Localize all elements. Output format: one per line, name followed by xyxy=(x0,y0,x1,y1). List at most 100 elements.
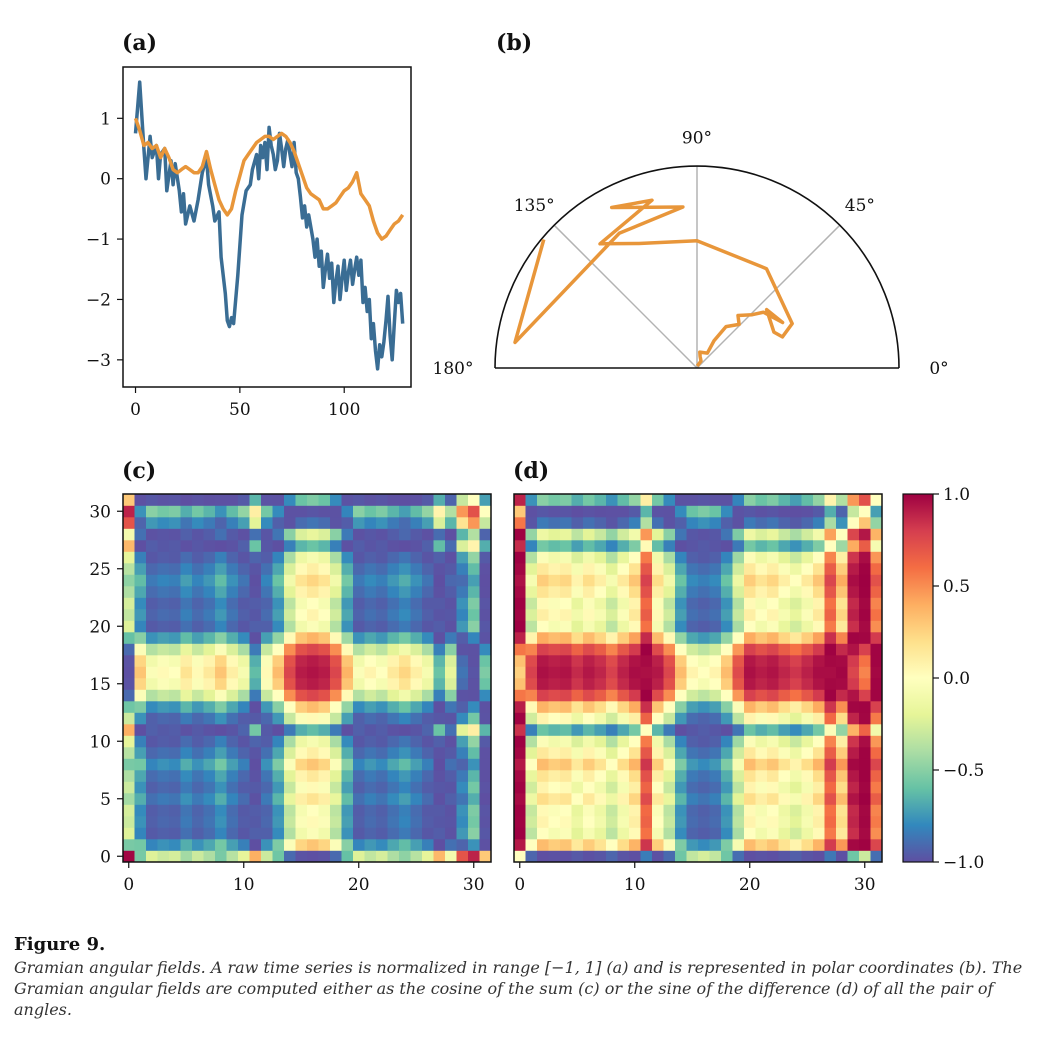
heatmap-cell xyxy=(307,666,319,679)
heatmap-cell xyxy=(652,804,664,817)
heatmap-cell xyxy=(514,724,526,736)
heatmap-cell xyxy=(824,643,837,656)
heatmap-cell xyxy=(192,770,204,782)
heatmap-cell xyxy=(146,724,158,736)
heatmap-cell xyxy=(744,551,756,564)
heatmap-cell xyxy=(410,712,423,725)
heatmap-cell xyxy=(663,747,676,759)
heatmap-cell xyxy=(410,574,423,587)
heatmap-cell xyxy=(238,816,250,828)
heatmap-cell xyxy=(468,597,480,610)
heatmap-cell xyxy=(456,712,469,725)
heatmap-cell xyxy=(123,586,135,598)
heatmap-cell xyxy=(594,505,607,518)
heatmap-cell xyxy=(548,586,561,598)
heatmap-cell xyxy=(307,597,319,610)
heatmap-cell xyxy=(468,574,480,587)
heatmap-cell xyxy=(675,804,687,817)
heatmap-cell xyxy=(399,551,411,564)
heatmap-cell xyxy=(640,643,653,656)
heatmap-cell xyxy=(847,517,860,529)
heatmap-cell xyxy=(295,747,308,759)
heatmap-cell xyxy=(732,689,745,702)
heatmap-cell xyxy=(387,620,400,633)
heatmap-cell xyxy=(571,655,584,667)
heatmap-cell xyxy=(571,747,584,759)
heatmap-cell xyxy=(192,758,204,771)
heatmap-cell xyxy=(249,758,262,771)
heatmap-cell xyxy=(583,793,595,805)
heatmap-cell xyxy=(847,609,860,621)
heatmap-cell xyxy=(192,551,204,564)
heatmap-cell xyxy=(307,735,319,748)
heatmap-cell xyxy=(732,528,745,541)
heatmap-cell xyxy=(606,678,618,690)
heatmap-cell xyxy=(134,804,147,817)
x-tick-label: 30 xyxy=(463,875,485,895)
heatmap-cell xyxy=(790,758,802,771)
heatmap-cell xyxy=(468,793,480,805)
heatmap-cell xyxy=(548,494,561,506)
heatmap-cell xyxy=(169,620,181,633)
heatmap-cell xyxy=(870,551,883,564)
heatmap-cell xyxy=(341,735,354,748)
heatmap-cell xyxy=(238,620,250,633)
heatmap-cell xyxy=(698,655,710,667)
heatmap-cell xyxy=(870,655,883,667)
heatmap-cell xyxy=(468,839,480,851)
heatmap-cell xyxy=(433,804,446,817)
heatmap-cell xyxy=(238,540,250,552)
heatmap-cell xyxy=(249,666,262,679)
heatmap-cell xyxy=(215,643,227,656)
heatmap-cell xyxy=(330,701,342,713)
heatmap-cell xyxy=(238,804,250,817)
heatmap-cell xyxy=(180,574,193,587)
heatmap-cell xyxy=(249,770,262,782)
heatmap-cell xyxy=(445,827,457,840)
heatmap-cell xyxy=(778,655,791,667)
heatmap-cell xyxy=(261,563,273,575)
heatmap-cell xyxy=(364,586,377,598)
heatmap-cell xyxy=(318,770,331,782)
heatmap-cell xyxy=(824,551,837,564)
heatmap-cell xyxy=(226,655,239,667)
heatmap-cell xyxy=(537,816,549,828)
heatmap-cell xyxy=(364,735,377,748)
heatmap-cell xyxy=(537,781,549,794)
heatmap-cell xyxy=(364,827,377,840)
heatmap-cell xyxy=(261,758,273,771)
heatmap-cell xyxy=(721,540,733,552)
heatmap-cell xyxy=(295,551,308,564)
heatmap-cell xyxy=(847,827,860,840)
heatmap-cell xyxy=(284,574,296,587)
heatmap-cell xyxy=(732,839,745,851)
heatmap-cell xyxy=(778,666,791,679)
heatmap-cell xyxy=(870,666,883,679)
heatmap-cell xyxy=(433,551,446,564)
heatmap-cell xyxy=(732,816,745,828)
heatmap-cell xyxy=(364,758,377,771)
heatmap-cell xyxy=(146,540,158,552)
theta-tick-label: 90° xyxy=(682,129,712,149)
heatmap-cell xyxy=(698,724,710,736)
heatmap-cell xyxy=(606,712,618,725)
heatmap-cell xyxy=(364,597,377,610)
heatmap-cell xyxy=(836,689,848,702)
heatmap-cell xyxy=(675,643,687,656)
heatmap-cell xyxy=(537,643,549,656)
heatmap-cell xyxy=(479,850,492,863)
heatmap-cell xyxy=(663,563,676,575)
heatmap-cell xyxy=(238,655,250,667)
heatmap-cell xyxy=(249,574,262,587)
heatmap-cell xyxy=(364,551,377,564)
heatmap-cell xyxy=(364,816,377,828)
theta-tick-label: 0° xyxy=(929,359,948,379)
heatmap-cell xyxy=(180,632,193,644)
heatmap-cell xyxy=(514,793,526,805)
heatmap-cell xyxy=(330,517,342,529)
heatmap-cell xyxy=(479,747,492,759)
heatmap-cell xyxy=(744,770,756,782)
heatmap-cell xyxy=(525,804,538,817)
heatmap-cell xyxy=(169,689,181,702)
heatmap-cell xyxy=(721,620,733,633)
